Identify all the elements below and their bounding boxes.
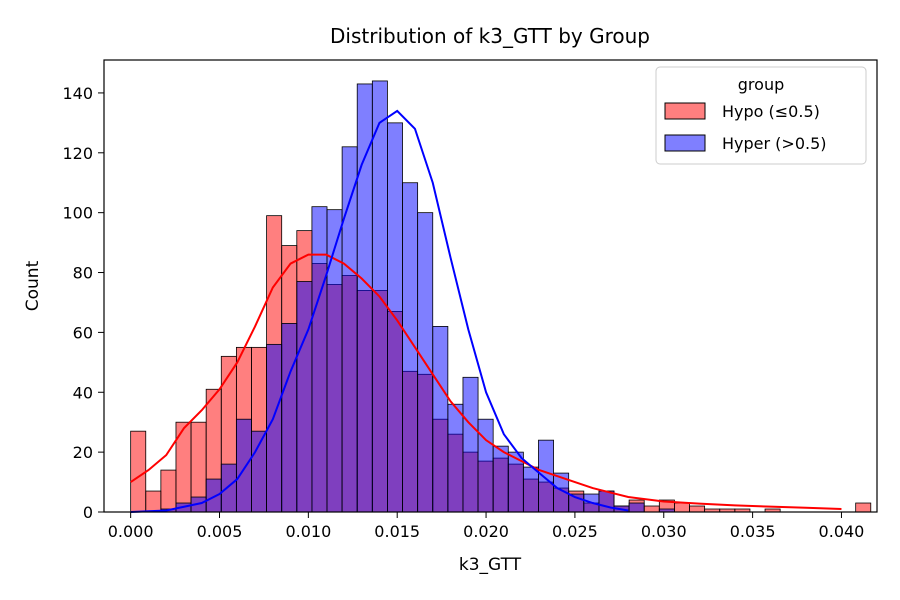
- bar-hyper-33: [628, 502, 645, 513]
- y-axis-label: Count: [23, 260, 43, 311]
- legend: group Hypo (≤0.5) Hyper (>0.5): [655, 66, 867, 165]
- legend-swatch-hypo: [664, 102, 706, 120]
- bar-hyper-12: [311, 206, 328, 513]
- y-tick-label: 40: [73, 383, 93, 402]
- bar-hypo-0: [130, 430, 147, 513]
- x-tick-label: 0.000: [108, 522, 154, 541]
- legend-label-hyper: Hyper (>0.5): [722, 134, 827, 153]
- x-tick-label: 0.020: [463, 522, 509, 541]
- legend-swatch-hyper: [664, 134, 706, 152]
- x-tick-label: 0.005: [197, 522, 243, 541]
- y-tick-label: 120: [62, 144, 93, 163]
- bar-hyper-26: [522, 466, 539, 513]
- kde-layer: [130, 109, 842, 513]
- bar-hypo-37: [689, 505, 706, 513]
- bar-hypo-34: [643, 505, 660, 513]
- bar-hypo-36: [674, 502, 690, 513]
- x-tick-label: 0.015: [374, 522, 420, 541]
- bar-hyper-11: [296, 281, 313, 513]
- legend-box: [655, 66, 867, 165]
- legend-title: group: [738, 75, 784, 94]
- bar-hyper-15: [356, 83, 373, 513]
- y-tick-label: 60: [73, 323, 93, 342]
- x-tick-label: 0.035: [730, 522, 776, 541]
- bar-hyper-13: [326, 209, 343, 513]
- bars-layer: [130, 80, 872, 513]
- bar-hyper-6: [220, 463, 237, 513]
- bar-hyper-31: [598, 490, 615, 513]
- x-tick-label: 0.010: [285, 522, 331, 541]
- y-axis: 0 20 40 60 80 100 120 140: [62, 84, 104, 522]
- kde-line-hypo: [130, 253, 842, 511]
- bar-hyper-10: [281, 323, 298, 513]
- x-tick-label: 0.030: [641, 522, 687, 541]
- y-tick-label: 100: [62, 204, 93, 223]
- chart-title: Distribution of k3_GTT by Group: [330, 24, 650, 48]
- bar-hyper-22: [462, 376, 479, 513]
- y-tick-label: 20: [73, 443, 93, 462]
- plot-frame: [103, 59, 878, 513]
- x-axis-label: k3_GTT: [459, 555, 522, 575]
- bar-hypo-1: [145, 490, 162, 513]
- y-tick-label: 0: [83, 503, 93, 522]
- bar-hyper-27: [538, 439, 554, 513]
- legend-label-hypo: Hypo (≤0.5): [722, 102, 820, 121]
- y-tick-label: 140: [62, 84, 93, 103]
- y-tick-label: 80: [73, 264, 93, 283]
- bar-hyper-21: [447, 403, 464, 513]
- bar-hyper-7: [235, 418, 252, 513]
- x-axis: 0.000 0.005 0.010 0.015 0.020 0.025 0.030 0.035…: [108, 512, 865, 541]
- bar-hyper-24: [492, 445, 509, 513]
- bar-hyper-20: [432, 326, 449, 513]
- x-tick-label: 0.040: [819, 522, 865, 541]
- kde-line-hyper: [130, 109, 629, 513]
- bar-hyper-5: [205, 478, 222, 513]
- bar-hypo-2: [160, 469, 177, 513]
- x-tick-label: 0.025: [552, 522, 598, 541]
- bar-hypo-48: [855, 502, 872, 513]
